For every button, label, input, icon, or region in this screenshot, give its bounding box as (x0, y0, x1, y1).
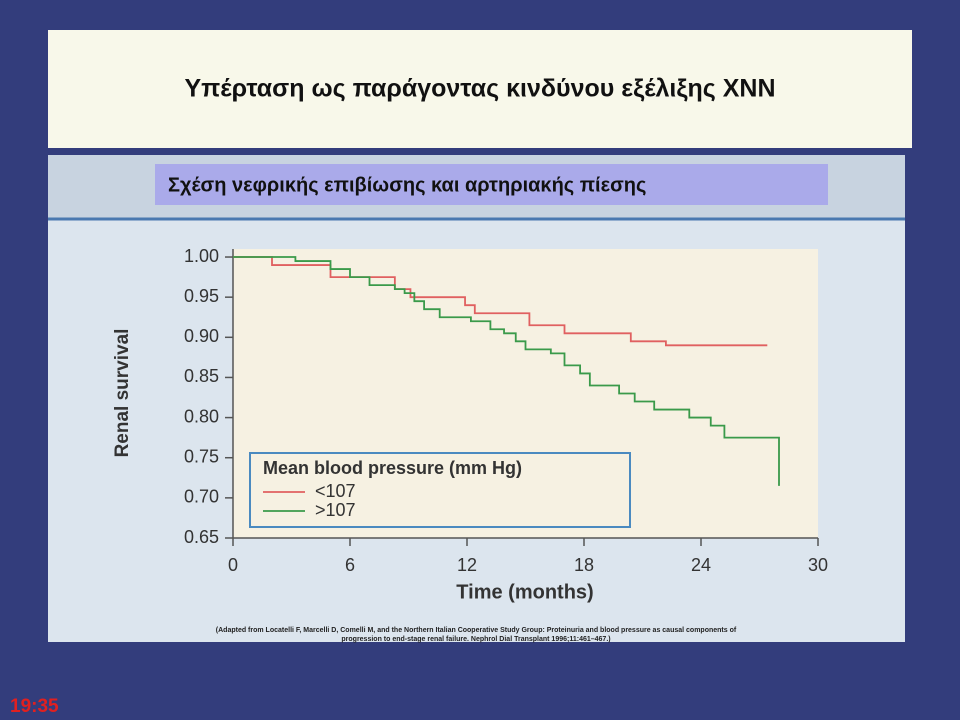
y-tick-label: 0.90 (184, 326, 219, 346)
legend-label: >107 (315, 500, 356, 520)
slide-title: Υπέρταση ως παράγοντας κινδύνου εξέλιξης… (184, 75, 775, 103)
legend-box (249, 452, 631, 528)
y-tick-label: 0.95 (184, 286, 219, 306)
y-tick-label: 0.65 (184, 527, 219, 547)
x-tick-label: 0 (228, 555, 238, 575)
y-tick-label: 0.75 (184, 446, 219, 466)
legend-title: Mean blood pressure (mm Hg) (263, 458, 522, 478)
clock: 19:35 (10, 696, 59, 717)
y-tick-label: 1.00 (184, 246, 219, 266)
x-tick-label: 24 (691, 555, 711, 575)
legend-label: <107 (315, 481, 356, 501)
y-tick-label: 0.80 (184, 406, 219, 426)
citation: (Adapted from Locatelli F, Marcelli D, C… (216, 627, 737, 634)
x-tick-label: 30 (808, 555, 828, 575)
x-tick-label: 12 (457, 555, 477, 575)
x-axis-label: Time (months) (456, 581, 593, 603)
citation: progression to end-stage renal failure. … (341, 636, 610, 643)
survival-line (233, 256, 768, 347)
survival-line (233, 256, 780, 486)
y-tick-label: 0.85 (184, 366, 219, 386)
x-tick-label: 18 (574, 555, 594, 575)
title-box (48, 30, 912, 148)
y-axis-label: Renal survival (112, 329, 133, 458)
subtitle-box (155, 164, 828, 205)
x-tick-label: 6 (345, 555, 355, 575)
subtitle: Σχέση νεφρικής επιβίωσης και αρτηριακής … (168, 174, 646, 196)
y-tick-label: 0.70 (184, 487, 219, 507)
